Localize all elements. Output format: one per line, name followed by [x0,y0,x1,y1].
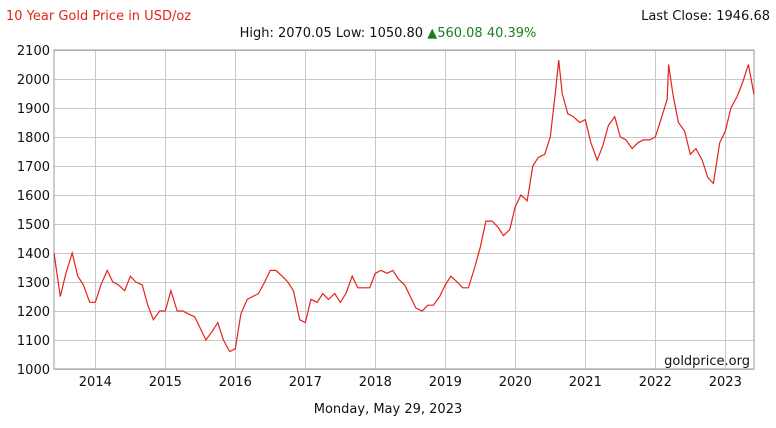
footer-date: Monday, May 29, 2023 [313,402,463,417]
last-close: Last Close: 1946.68 [641,9,770,24]
high-label: High: [239,26,274,41]
y-tick-label: 1600 [17,189,50,204]
low-value: 1050.80 [369,26,424,41]
y-tick-label: 1100 [17,334,50,349]
y-tick-label: 1900 [17,102,50,117]
x-tick-label: 2016 [219,375,252,390]
y-tick-label: 1500 [17,218,50,233]
y-axis-ticks: 1000 1100 1200 1300 1400 1500 1600 1700 1800 1900… [17,44,50,378]
chart-title: 10 Year Gold Price in USD/oz [6,9,192,24]
x-tick-label: 2015 [149,375,182,390]
chart-grid [54,50,754,370]
x-tick-label: 2020 [499,375,532,390]
change-up-icon: ▲ [427,26,438,41]
y-tick-label: 1400 [17,247,50,262]
watermark-text: goldprice.org [664,354,750,369]
high-value: 2070.05 [277,26,332,41]
x-tick-label: 2021 [569,375,602,390]
x-tick-label: 2019 [429,375,462,390]
y-tick-label: 1800 [17,131,50,146]
change-percent: 40.39% [486,26,537,41]
x-axis-ticks: 2014 2015 2016 2017 2018 2019 2020 2021 2022 2023 [79,375,742,390]
plot-area-border [53,49,755,370]
y-tick-label: 1700 [17,160,50,175]
y-tick-label: 1300 [17,276,50,291]
gold-price-series-line [53,60,755,353]
y-tick-label: 2000 [17,73,50,88]
x-tick-label: 2017 [289,375,322,390]
y-tick-label: 2100 [17,44,50,59]
y-tick-label: 1200 [17,305,50,320]
change-value: 560.08 [437,26,483,41]
y-tick-label: 1000 [17,363,50,378]
price-stats: High: 2070.05 Low: 1050.80 ▲560.08 40.39… [0,26,776,41]
low-label: Low: [335,26,366,41]
x-tick-label: 2022 [639,375,672,390]
x-tick-label: 2018 [359,375,392,390]
x-tick-label: 2023 [709,375,742,390]
x-tick-label: 2014 [79,375,112,390]
